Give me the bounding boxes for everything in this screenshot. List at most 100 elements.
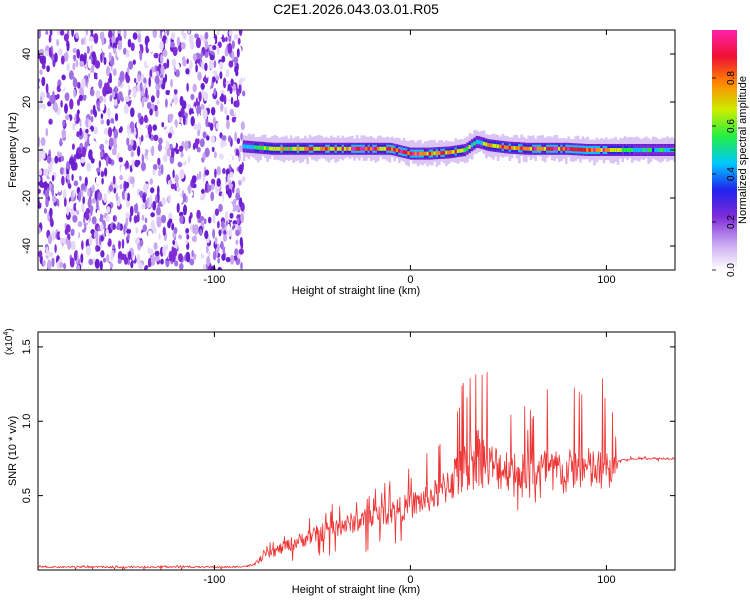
noise-speckle [66, 174, 70, 180]
noise-speckle [115, 74, 119, 85]
noise-speckle [53, 112, 58, 123]
noise-speckle [173, 248, 178, 257]
noise-speckle [59, 231, 63, 239]
noise-speckle [100, 222, 104, 232]
ridge-core [598, 148, 601, 152]
noise-speckle [51, 83, 54, 91]
noise-speckle [113, 47, 117, 54]
noise-speckle [210, 203, 213, 212]
noise-speckle [76, 131, 80, 138]
ridge-core [372, 146, 375, 151]
ridge-core [362, 146, 366, 151]
noise-speckle [141, 153, 144, 164]
ridge-core [536, 146, 540, 151]
noise-speckle [54, 52, 58, 63]
noise-speckle [191, 175, 197, 184]
ridge-core [449, 150, 453, 155]
snr-multiplier-exponent: 4 [3, 332, 10, 336]
ridge-core [649, 148, 653, 152]
noise-speckle [83, 35, 87, 46]
noise-speckle [196, 209, 201, 220]
noise-speckle [212, 76, 216, 83]
noise-speckle [134, 247, 137, 254]
heatmap-y-label: Frequency (Hz) [7, 112, 19, 188]
noise-speckle [81, 240, 84, 251]
noise-speckle [201, 61, 205, 70]
noise-speckle [99, 260, 103, 270]
snr-multiplier-close: ) [4, 328, 15, 331]
noise-speckle [144, 148, 149, 157]
ridge-core [299, 146, 302, 151]
noise-speckle [117, 40, 123, 51]
noise-speckle [173, 227, 178, 234]
noise-speckle [152, 124, 157, 131]
noise-speckle [69, 98, 74, 110]
noise-speckle [212, 250, 217, 261]
ridge-core [459, 148, 462, 153]
ridge-core [339, 146, 342, 151]
noise-speckle [227, 223, 231, 232]
noise-speckle [99, 101, 105, 112]
ridge-core [329, 146, 333, 151]
noise-speckle [141, 96, 145, 108]
noise-speckle [75, 32, 79, 39]
snr-y-label: SNR (10 * v/v) [7, 416, 19, 486]
ridge-core [461, 148, 465, 153]
noise-speckle [172, 47, 178, 57]
noise-speckle [41, 63, 46, 70]
noise-speckle [53, 102, 59, 113]
noise-speckle [38, 250, 43, 258]
noise-speckle [209, 60, 214, 70]
ridge-core [654, 148, 657, 152]
ridge-core [525, 146, 528, 151]
noise-speckle [194, 138, 199, 149]
ridge-core [374, 146, 378, 151]
noise-speckle [161, 122, 164, 128]
ridge-core [445, 150, 448, 155]
noise-speckle [156, 88, 160, 99]
noise-speckle [49, 182, 52, 191]
noise-speckle [49, 215, 53, 226]
noise-speckle [232, 83, 236, 92]
noise-speckle [145, 87, 148, 99]
colorbar-tick-label: 0.6 [726, 119, 737, 133]
noise-speckle [225, 256, 231, 263]
ridge-core [343, 146, 347, 151]
noise-speckle [156, 99, 160, 106]
noise-speckle [102, 257, 107, 263]
noise-speckle [186, 234, 190, 240]
noise-speckle [70, 209, 75, 218]
noise-speckle [176, 36, 180, 47]
noise-speckle [39, 69, 43, 75]
noise-speckle [172, 140, 176, 149]
noise-speckle [39, 48, 45, 57]
noise-speckle [192, 170, 198, 176]
noise-speckle [162, 129, 167, 141]
noise-speckle [43, 168, 49, 177]
noise-speckle [150, 95, 155, 103]
ridge-core [381, 146, 385, 151]
noise-speckle [229, 212, 234, 219]
noise-speckle [202, 131, 207, 139]
y-tick-label: 0.5 [21, 488, 33, 503]
noise-speckle [173, 81, 179, 90]
noise-speckle [184, 140, 189, 151]
noise-speckle [178, 195, 183, 204]
noise-speckle [195, 64, 198, 73]
noise-speckle [90, 30, 94, 35]
noise-speckle [199, 138, 205, 148]
noise-speckle [242, 90, 246, 97]
ridge-core [468, 144, 472, 149]
noise-speckle [152, 163, 158, 171]
noise-region [38, 30, 246, 270]
noise-speckle [231, 159, 235, 169]
noise-speckle [119, 184, 123, 190]
ridge-core [569, 147, 573, 151]
noise-speckle [148, 76, 151, 88]
noise-speckle [230, 96, 234, 105]
ridge-core [640, 148, 643, 152]
noise-speckle [118, 157, 124, 163]
noise-speckle [136, 122, 141, 130]
ridge-core [407, 151, 410, 156]
noise-speckle [112, 215, 116, 222]
